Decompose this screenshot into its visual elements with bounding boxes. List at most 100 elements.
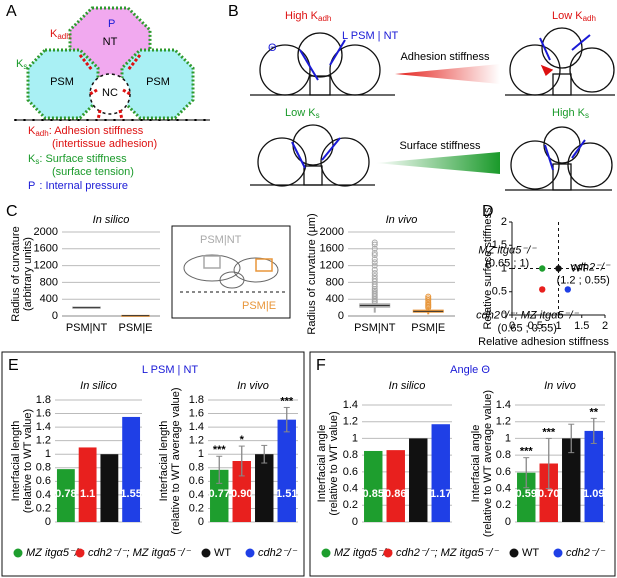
bar	[517, 472, 536, 522]
cell-label: NC	[102, 87, 118, 99]
legend-swatch	[75, 548, 85, 558]
inset: PSM|NT PSM|E	[171, 225, 291, 319]
bar	[210, 469, 229, 522]
value-label: 0.86	[385, 488, 406, 500]
x-axis-label: Relative adhesion stiffness	[478, 336, 609, 348]
y-tick-label: 800	[326, 276, 344, 288]
point-label: MZ itgα5⁻/⁻	[478, 244, 537, 256]
psm-cell	[120, 48, 195, 120]
y-tick-label: 1.2	[189, 435, 204, 447]
highlight-e	[255, 258, 273, 272]
y-axis-label: (relative to WT value)	[328, 411, 340, 515]
outlier	[371, 241, 378, 248]
legend-label: WT	[214, 547, 231, 559]
label: High K	[552, 107, 586, 119]
y-tick-label: 0.5	[492, 286, 507, 298]
y-tick-label: 1	[198, 448, 204, 460]
subtitle: In silico	[80, 380, 117, 392]
y-tick-label: 1	[352, 432, 358, 444]
y-tick-label: 0.2	[496, 499, 511, 511]
panel-a: A NT P PSM PSM NC Kadh Ks Kadh: Adhesion…	[6, 3, 211, 192]
panel-letter: C	[6, 203, 18, 220]
cell	[303, 165, 323, 186]
sub: s	[316, 111, 320, 120]
bar	[122, 416, 141, 522]
y-tick-label: 1600	[320, 243, 344, 255]
value-label: 0.59	[516, 488, 537, 500]
arrowhead	[540, 64, 554, 77]
text: : Adhesion stiffness	[49, 125, 144, 137]
cell	[552, 73, 572, 96]
y-tick-label: 0.6	[36, 475, 51, 487]
cell	[183, 254, 241, 282]
y-tick-label: 1	[501, 262, 507, 274]
y-axis-label: (arbitrary units)	[22, 237, 34, 311]
value-label: 1.51	[276, 488, 297, 500]
bar	[78, 447, 97, 522]
legend-swatch	[321, 548, 331, 558]
y-tick-label: 0.6	[343, 466, 358, 478]
bar	[364, 450, 383, 522]
y-axis-label: Interfacial length	[158, 421, 170, 502]
cell	[510, 140, 560, 190]
p: P	[28, 180, 35, 192]
legend-swatch	[201, 548, 211, 558]
subtitle: In silico	[389, 380, 426, 392]
cell	[567, 142, 613, 188]
outlier	[425, 295, 432, 302]
outlier	[371, 266, 378, 273]
value-label: 0.78	[55, 488, 76, 500]
legend-swatch	[509, 548, 519, 558]
gradient-adhesion	[395, 64, 500, 84]
cell	[509, 44, 561, 96]
y-tick-label: 1200	[320, 260, 344, 272]
cell	[541, 27, 583, 69]
outlier	[371, 270, 378, 277]
cell-label: PSM	[50, 76, 74, 88]
cell	[309, 75, 331, 96]
y-tick-label: 0	[352, 516, 358, 528]
theta: Θ	[268, 42, 277, 54]
outlier	[371, 276, 378, 283]
cell-label: PSM	[146, 76, 170, 88]
outlier	[371, 239, 378, 246]
ks-label: Ks	[16, 58, 27, 71]
y-tick-label: 2	[501, 216, 507, 228]
bar	[100, 454, 119, 522]
y-axis-label: Radius of curvature (µm)	[306, 213, 318, 334]
interface	[299, 39, 346, 81]
y-tick-label: 0.6	[496, 466, 511, 478]
outlier	[425, 297, 432, 304]
sub: adh	[57, 32, 70, 41]
value-label: 1.1	[80, 488, 95, 500]
legend-swatch	[383, 548, 393, 558]
y-axis-label: (relative to WT average value)	[482, 390, 494, 537]
y-tick-label: 0.4	[496, 482, 511, 494]
y-tick-label: 1.6	[189, 407, 204, 419]
point-label: cdh2⁻/⁻; MZ itgα5⁻/⁻	[476, 309, 579, 321]
cell	[233, 257, 279, 283]
point-coords: (1.2 ; 0.55)	[557, 274, 610, 286]
y-tick-label: 0.8	[343, 449, 358, 461]
y-tick-label: 0.4	[343, 482, 358, 494]
cell	[259, 44, 311, 96]
sub: s	[23, 62, 27, 71]
panel-title: Angle Θ	[450, 364, 490, 376]
cell	[219, 271, 245, 289]
point	[539, 265, 546, 272]
label: Low K	[552, 10, 583, 22]
y-tick-label: 0	[52, 310, 58, 322]
y-tick-label: 1.8	[36, 394, 51, 406]
legend-swatch	[13, 548, 23, 558]
pressure-label: P	[108, 18, 115, 30]
outlier	[371, 287, 378, 294]
panel-title: L PSM | NT	[142, 364, 199, 376]
panel-b: B High Kadh Low Kadh Θ L PSM | NT Adhesi…	[228, 3, 615, 191]
legend-label: MZ itgα5⁻/⁻	[334, 547, 393, 559]
outlier	[371, 256, 378, 263]
y-tick-label: 0.8	[496, 449, 511, 461]
surface-label: Surface stiffness	[399, 140, 481, 152]
y-tick-label: 1.4	[496, 399, 511, 411]
y-tick-label: 1	[45, 448, 51, 460]
outlier	[425, 293, 432, 300]
